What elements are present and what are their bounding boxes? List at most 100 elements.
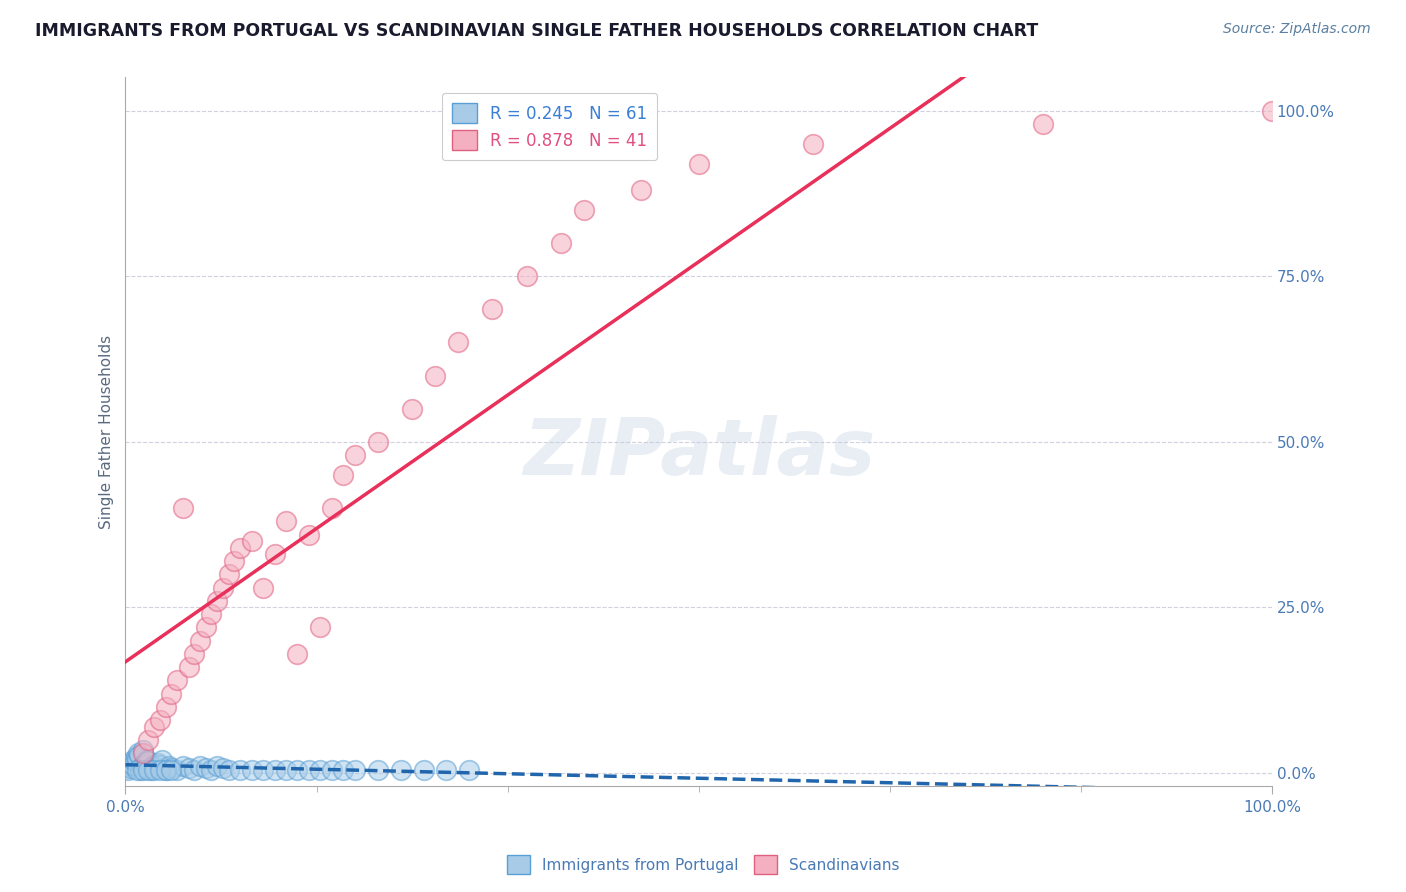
Point (120, 761, 142, 775)
Point (200, 607, 222, 621)
Point (367, 434, 389, 449)
Point (136, 753, 159, 767)
Legend: Immigrants from Portugal, Scandinavians: Immigrants from Portugal, Scandinavians (501, 849, 905, 880)
Point (120, 756, 142, 771)
Point (263, 548, 285, 562)
Point (1261, 103, 1284, 118)
Point (134, 756, 156, 771)
Point (155, 699, 177, 714)
Point (129, 763, 152, 777)
Point (287, 647, 309, 661)
Point (131, 759, 153, 773)
Point (224, 554, 246, 568)
Point (287, 763, 309, 777)
Point (321, 763, 343, 777)
Point (423, 368, 446, 383)
Point (436, 763, 458, 777)
Point (143, 763, 166, 777)
Point (550, 236, 572, 251)
Point (135, 758, 157, 772)
Point (146, 756, 169, 771)
Point (121, 758, 143, 772)
Point (160, 687, 183, 701)
Point (155, 763, 177, 777)
Point (160, 761, 183, 775)
Point (218, 763, 240, 777)
Point (801, 136, 824, 151)
Point (125, 763, 148, 777)
Point (138, 763, 160, 777)
Point (229, 541, 252, 555)
Point (157, 759, 180, 773)
Point (240, 534, 263, 549)
Point (138, 754, 160, 768)
Point (412, 763, 434, 777)
Point (139, 763, 162, 777)
Point (142, 759, 165, 773)
Point (200, 763, 222, 777)
Point (125, 749, 148, 764)
Point (229, 763, 252, 777)
Text: ZIPatlas: ZIPatlas (523, 415, 875, 491)
Point (177, 660, 200, 674)
Point (205, 759, 228, 773)
Point (124, 754, 146, 768)
Point (367, 763, 389, 777)
Point (138, 733, 160, 747)
Point (143, 720, 166, 734)
Point (150, 753, 173, 767)
Point (149, 758, 172, 772)
Point (194, 620, 217, 634)
Point (117, 763, 139, 777)
Point (131, 743, 153, 757)
Point (343, 448, 366, 462)
Point (149, 713, 172, 727)
Point (389, 763, 412, 777)
Point (183, 763, 205, 777)
Point (332, 467, 354, 482)
Point (309, 763, 332, 777)
Point (183, 647, 205, 661)
Text: IMMIGRANTS FROM PORTUGAL VS SCANDINAVIAN SINGLE FATHER HOUSEHOLDS CORRELATION CH: IMMIGRANTS FROM PORTUGAL VS SCANDINAVIAN… (35, 22, 1039, 40)
Point (132, 761, 155, 775)
Point (166, 763, 188, 777)
Point (252, 581, 274, 595)
Y-axis label: Single Father Households: Single Father Households (100, 334, 114, 529)
Point (127, 746, 149, 760)
Point (572, 202, 595, 217)
Point (160, 763, 183, 777)
Point (118, 759, 141, 773)
Point (188, 633, 211, 648)
Point (274, 514, 297, 528)
Point (194, 761, 217, 775)
Point (131, 746, 153, 760)
Point (212, 581, 235, 595)
Point (218, 567, 240, 582)
Point (122, 753, 145, 767)
Point (263, 763, 285, 777)
Point (143, 761, 166, 775)
Point (298, 763, 321, 777)
Point (125, 751, 148, 765)
Point (172, 501, 194, 516)
Point (447, 335, 470, 350)
Point (177, 761, 200, 775)
Point (401, 401, 423, 416)
Point (240, 763, 263, 777)
Point (332, 763, 354, 777)
Point (481, 302, 503, 317)
Point (172, 759, 194, 773)
Point (212, 761, 235, 775)
Legend: R = 0.245   N = 61, R = 0.878   N = 41: R = 0.245 N = 61, R = 0.878 N = 41 (441, 93, 658, 161)
Point (155, 763, 177, 777)
Point (131, 763, 153, 777)
Point (309, 620, 332, 634)
Point (274, 763, 297, 777)
Point (630, 183, 652, 197)
Point (128, 747, 150, 762)
Text: Source: ZipAtlas.com: Source: ZipAtlas.com (1223, 22, 1371, 37)
Point (205, 594, 228, 608)
Point (166, 673, 188, 688)
Point (149, 763, 172, 777)
Point (458, 763, 481, 777)
